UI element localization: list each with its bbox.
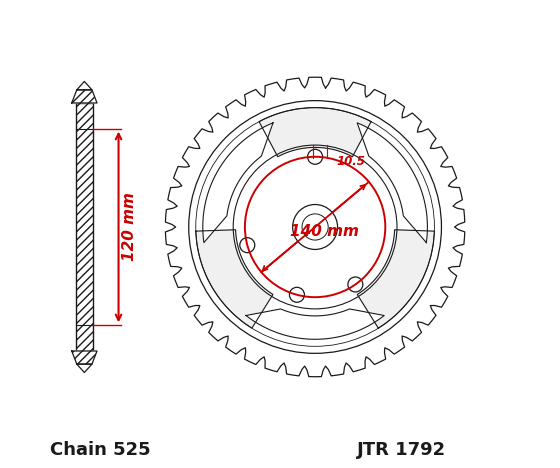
- Text: 120 mm: 120 mm: [122, 192, 137, 262]
- Polygon shape: [77, 81, 92, 90]
- Circle shape: [302, 214, 328, 240]
- Polygon shape: [72, 351, 97, 364]
- Bar: [76, 103, 93, 351]
- Circle shape: [348, 277, 363, 292]
- Polygon shape: [357, 230, 435, 328]
- Polygon shape: [357, 123, 427, 242]
- Polygon shape: [72, 90, 97, 103]
- Circle shape: [293, 205, 338, 249]
- Text: 10.5: 10.5: [336, 155, 365, 168]
- Bar: [76, 103, 93, 351]
- Polygon shape: [259, 108, 371, 157]
- Circle shape: [189, 101, 441, 353]
- Polygon shape: [77, 364, 92, 373]
- Text: 140 mm: 140 mm: [290, 224, 359, 239]
- Polygon shape: [246, 309, 384, 339]
- Circle shape: [307, 149, 323, 164]
- Circle shape: [290, 287, 305, 302]
- Circle shape: [240, 238, 255, 253]
- Polygon shape: [203, 123, 273, 242]
- Text: Chain 525: Chain 525: [49, 441, 150, 459]
- Text: JTR 1792: JTR 1792: [357, 441, 446, 459]
- Polygon shape: [196, 230, 273, 328]
